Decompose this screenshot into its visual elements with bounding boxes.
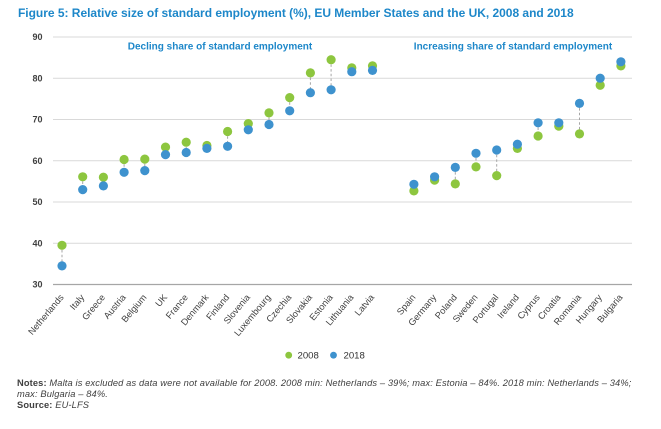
svg-text:UK: UK bbox=[153, 292, 169, 309]
svg-text:2018: 2018 bbox=[344, 351, 365, 362]
svg-text:90: 90 bbox=[32, 32, 42, 42]
svg-text:50: 50 bbox=[32, 197, 42, 207]
svg-text:40: 40 bbox=[32, 238, 42, 248]
svg-text:70: 70 bbox=[32, 115, 42, 125]
svg-text:60: 60 bbox=[32, 156, 42, 166]
svg-text:Latvia: Latvia bbox=[353, 292, 377, 318]
svg-text:80: 80 bbox=[32, 73, 42, 83]
svg-text:Decling share of standard empl: Decling share of standard employment bbox=[128, 42, 313, 53]
svg-text:Greece: Greece bbox=[80, 292, 107, 322]
svg-text:Italy: Italy bbox=[68, 292, 87, 312]
svg-text:Netherlands: Netherlands bbox=[26, 292, 66, 337]
svg-text:2008: 2008 bbox=[298, 351, 319, 362]
svg-text:Increasing share of standard e: Increasing share of standard employment bbox=[414, 42, 613, 53]
svg-text:30: 30 bbox=[32, 280, 42, 290]
